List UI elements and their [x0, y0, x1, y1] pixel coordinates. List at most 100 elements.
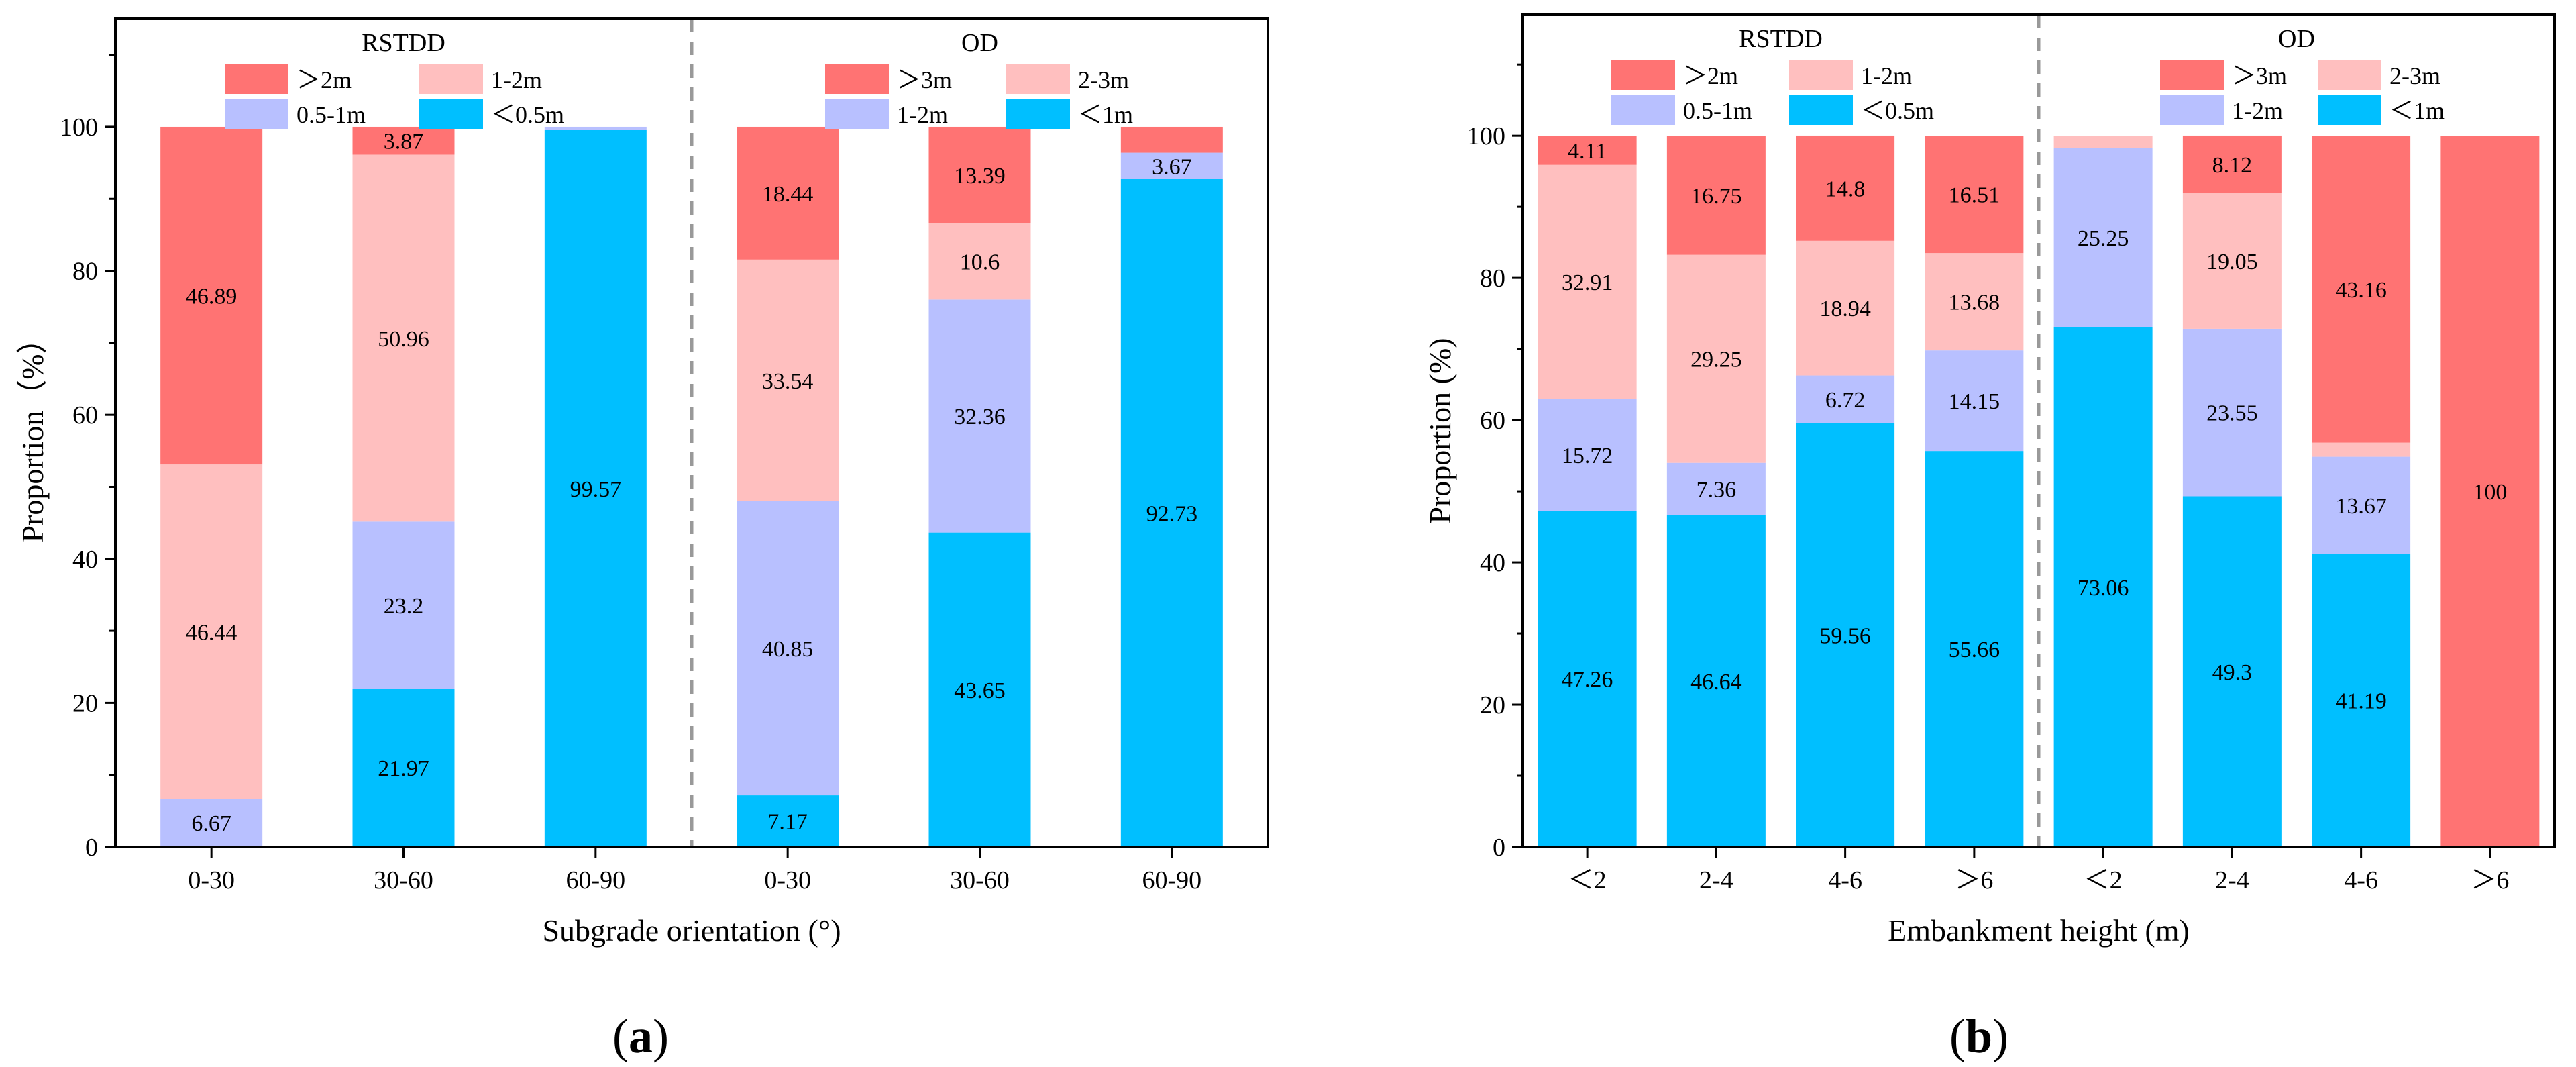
caption-letter: a [629, 1009, 653, 1063]
x-tick-label: 60-90 [1142, 866, 1202, 895]
legend-swatch [1611, 60, 1675, 90]
legend-swatch [1611, 95, 1675, 125]
x-tick-label: ＞6 [2471, 866, 2509, 895]
data-label: 3.87 [384, 130, 424, 154]
bar-segment [1925, 136, 2024, 254]
bar-segment [737, 501, 839, 796]
legend-label: ＜0.5m [491, 101, 564, 128]
legend-label: ＞3m [897, 66, 952, 93]
data-label: 21.97 [378, 756, 429, 781]
data-label: 6.72 [1825, 388, 1866, 413]
x-tick-label: ＞6 [1955, 866, 1993, 895]
data-label: 32.36 [954, 405, 1006, 429]
bar-segment [2312, 554, 2411, 847]
data-label: 40.85 [762, 637, 814, 662]
bar-segment [737, 259, 839, 501]
bar-segment [2182, 496, 2282, 847]
data-label: 32.91 [1562, 270, 1613, 295]
data-label: 55.66 [1949, 638, 2000, 662]
bar-segment [1120, 152, 1223, 179]
data-label: 13.68 [1949, 291, 2000, 315]
y-tick-label: 100 [60, 113, 98, 142]
legend-swatch [2160, 60, 2224, 90]
data-label: 18.44 [762, 182, 814, 207]
group-title: RSTDD [1739, 25, 1823, 53]
data-label: 8.12 [2212, 153, 2253, 178]
panel-caption: (a) [612, 1009, 669, 1063]
data-label: 92.73 [1146, 501, 1198, 526]
legend-swatch [1006, 99, 1070, 129]
y-tick-label: 80 [72, 258, 98, 286]
bar-segment [2182, 328, 2282, 497]
data-label: 18.94 [1819, 297, 1871, 321]
bar-segment [544, 126, 647, 130]
bar-segment [1796, 240, 1895, 376]
legend-swatch [225, 99, 288, 129]
legend-swatch [825, 99, 889, 129]
caption-open-paren: ( [1949, 1009, 1966, 1063]
legend-swatch [1789, 95, 1853, 125]
bar-segment [928, 223, 1031, 300]
x-tick-label: 0-30 [764, 866, 811, 895]
caption-close-paren: ) [653, 1009, 669, 1063]
x-tick-label: 30-60 [374, 866, 433, 895]
bar-segment [2312, 456, 2411, 554]
bar-segment [2053, 327, 2153, 847]
y-tick-label: 20 [1480, 691, 1505, 719]
data-label: 7.36 [1697, 478, 1737, 503]
bar-segment [1538, 511, 1637, 847]
legend-label: ＞2m [1683, 62, 1738, 89]
data-label: 59.56 [1819, 623, 1871, 648]
legend-label: ＜1m [1078, 101, 1133, 128]
data-label: 10.6 [960, 250, 1000, 275]
bar-segment [352, 126, 455, 155]
bar-segment [1925, 350, 2024, 452]
data-label: 3.67 [1152, 154, 1192, 179]
legend-label: 1-2m [1861, 62, 1912, 89]
data-label: 7.17 [767, 810, 808, 835]
bar-segment [160, 799, 263, 847]
bar-segment [160, 126, 263, 465]
y-axis-label: Proportion（%） [15, 323, 50, 542]
y-tick-label: 80 [1480, 264, 1505, 293]
legend-label: 0.5-1m [1683, 97, 1752, 124]
data-label: 15.72 [1562, 444, 1613, 468]
data-label: 19.05 [2206, 250, 2258, 274]
data-label: 73.06 [2078, 576, 2129, 601]
x-tick-label: ＜2 [1568, 866, 1607, 895]
bar-segment [737, 126, 839, 260]
data-label: 47.26 [1562, 668, 1613, 693]
bar-segment [1538, 136, 1637, 165]
x-tick-label: 4-6 [2344, 866, 2378, 895]
data-label: 99.57 [570, 477, 622, 502]
bar-segment [2312, 442, 2411, 457]
legend-swatch [419, 99, 483, 129]
bar-segment [1925, 253, 2024, 351]
bar-segment [2312, 136, 2411, 443]
y-axis-label: Proportion (%) [1423, 338, 1457, 523]
bar-segment [352, 521, 455, 689]
data-label: 49.3 [2212, 660, 2253, 685]
chart-b: 47.26 46.64 59.56 55.66 73.06 49.3 41.19 15.72 7… [1423, 13, 2556, 1063]
bar-segment [1796, 423, 1895, 847]
bar-segment [1666, 254, 1766, 463]
data-label: 29.25 [1690, 348, 1742, 372]
x-tick-label: ＜2 [2084, 866, 2123, 895]
data-label: 25.25 [2078, 226, 2129, 251]
y-tick-label: 0 [85, 833, 98, 862]
legend-label: 1-2m [897, 101, 948, 128]
group-title: OD [2278, 25, 2315, 53]
bar-segment [928, 126, 1031, 223]
data-label: 16.51 [1949, 183, 2000, 208]
data-label: 46.89 [186, 285, 237, 309]
bar-segment [2182, 135, 2282, 194]
legend-label: 0.5-1m [297, 101, 366, 128]
bar-segment [1666, 462, 1766, 515]
bar-segment [1120, 179, 1223, 847]
bar-segment [1796, 135, 1895, 241]
bar-segment [1120, 126, 1223, 153]
chart-a: 21.97 99.57 7.17 43.65 92.73 6.67 23.2 40.85 32.… [15, 17, 1269, 1063]
plot-frame [1521, 13, 2556, 848]
bar-segment [352, 154, 455, 522]
